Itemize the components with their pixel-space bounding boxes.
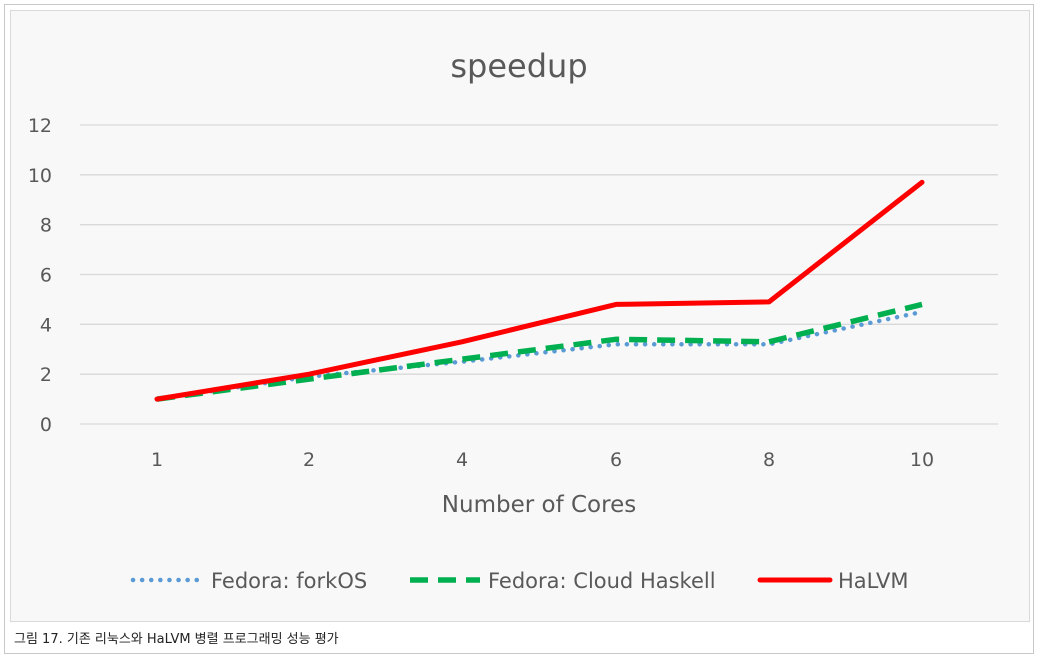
series-line-halvm: [154, 179, 925, 402]
series-line-fedora-cloud-haskell: [156, 301, 923, 402]
y-tick-label: 10: [28, 165, 52, 187]
chart-area: [10, 10, 1030, 622]
x-tick-label: 4: [456, 449, 468, 471]
y-tick-label: 0: [40, 414, 52, 436]
figure-caption: 그림 17. 기존 리눅스와 HaLVM 병렬 프로그래밍 성능 평가: [14, 632, 339, 647]
x-tick-label: 10: [910, 449, 934, 471]
x-axis-label: Number of Cores: [442, 492, 636, 518]
x-tick-label: 1: [151, 449, 163, 471]
x-tick-label: 2: [303, 449, 315, 471]
x-tick-label: 6: [610, 449, 622, 471]
legend-label: Fedora: Cloud Haskell: [488, 569, 716, 593]
y-tick-label: 6: [40, 265, 52, 287]
legend-label: HaLVM: [838, 569, 909, 593]
y-tick-label: 12: [28, 115, 52, 137]
chart-title: speedup: [450, 47, 587, 85]
x-tick-label: 8: [763, 449, 775, 471]
y-tick-label: 4: [40, 314, 52, 336]
y-tick-label: 2: [40, 364, 52, 386]
legend-label: Fedora: forkOS: [211, 569, 367, 593]
y-tick-label: 8: [40, 215, 52, 237]
